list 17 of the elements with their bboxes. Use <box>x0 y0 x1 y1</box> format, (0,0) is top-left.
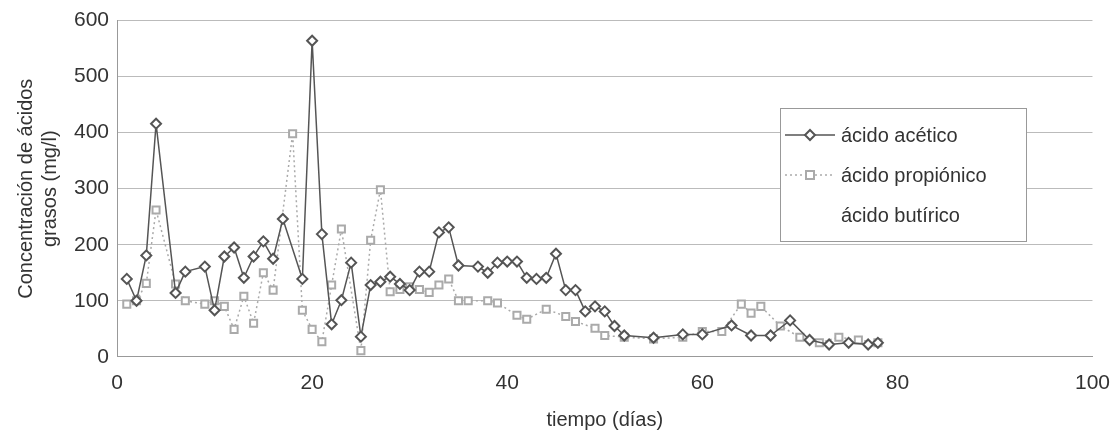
y-tick-label: 0 <box>97 343 110 367</box>
y-tick-label: 400 <box>73 119 110 143</box>
x-tick-label: 60 <box>690 370 714 394</box>
x-tick-label: 80 <box>885 370 910 394</box>
y-tick-label: 300 <box>73 175 110 199</box>
x-tick-label: 20 <box>300 370 324 394</box>
x-tick-label: 40 <box>495 370 519 394</box>
x-axis-title: tiempo (días) <box>546 407 664 430</box>
legend-label: ácido acético <box>841 123 958 147</box>
y-tick-label: 500 <box>73 63 110 87</box>
text: ácido butírico <box>841 203 960 227</box>
legend-label: ácido propiónico <box>841 163 987 187</box>
y-tick-label: 200 <box>73 231 110 255</box>
x-tick-label: 100 <box>1074 370 1110 394</box>
y-tick-label: 100 <box>73 287 110 311</box>
y-axis-title: Concentración de ácidos grasos (mg/l) <box>13 78 60 299</box>
y-tick-label: 600 <box>73 7 110 31</box>
